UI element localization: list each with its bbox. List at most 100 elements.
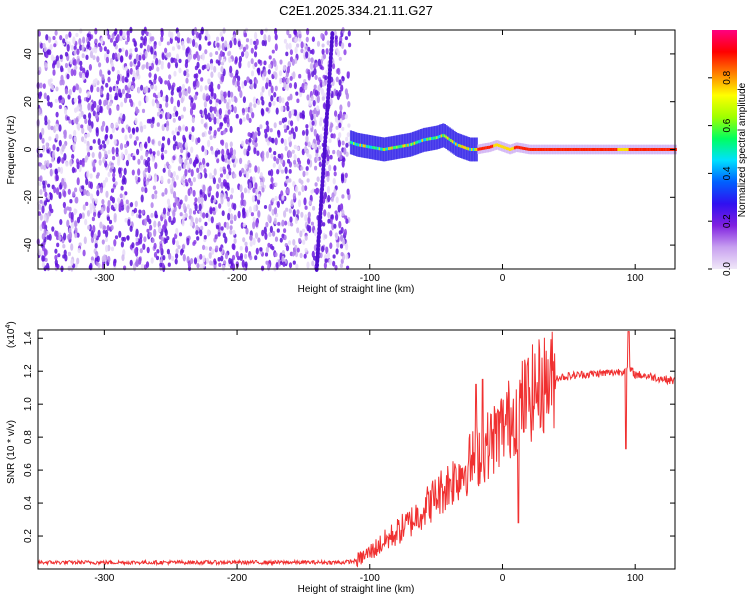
noise-cell (230, 219, 234, 225)
noise-cell (199, 229, 203, 237)
signal-core-cell (407, 143, 410, 147)
noise-cell (205, 95, 209, 102)
signal-core-cell (655, 148, 658, 151)
noise-cell (238, 55, 242, 63)
signal-core-cell (666, 148, 669, 151)
noise-cell (120, 198, 124, 207)
noise-cell (205, 257, 210, 264)
noise-cell (201, 145, 205, 153)
signal-core-cell (501, 145, 504, 149)
noise-cell (176, 131, 180, 136)
noise-cell (215, 98, 219, 103)
snr-plot-area (38, 330, 675, 569)
noise-cell (287, 221, 291, 227)
noise-cell (256, 126, 260, 132)
snr-frame (37, 329, 676, 570)
noise-cell (130, 211, 135, 217)
snr-x-ticks: -300 -200 -100 0 100 (94, 330, 644, 584)
noise-cell (180, 97, 184, 104)
noise-cell (222, 58, 226, 63)
colorbar-ticks: 0.00.20.40.60.8 (708, 70, 733, 276)
noise-cell (198, 69, 202, 75)
noise-cell (301, 228, 306, 233)
noise-cell (324, 258, 328, 264)
noise-cell (93, 211, 97, 217)
noise-cell (43, 187, 47, 193)
signal-core-cell (611, 148, 614, 151)
noise-cell (254, 31, 258, 40)
noise-cell (220, 255, 224, 262)
noise-cell (294, 126, 298, 132)
noise-cell (305, 171, 309, 176)
noise-cell (176, 99, 181, 108)
noise-cell (173, 70, 177, 77)
noise-cell (158, 76, 162, 83)
noise-cell (316, 157, 320, 162)
noise-cell (227, 109, 231, 115)
noise-cell (97, 42, 102, 48)
noise-cell (67, 94, 71, 100)
noise-cell (316, 40, 321, 47)
noise-cell (261, 86, 265, 93)
noise-cell (166, 198, 171, 205)
noise-cell (53, 186, 57, 194)
noise-cell (313, 229, 318, 237)
noise-cell (244, 241, 248, 246)
noise-cell (216, 42, 220, 48)
y-tick-label: 0.4 (23, 496, 34, 510)
noise-cell (335, 248, 339, 255)
noise-cell (150, 212, 154, 218)
noise-cell (168, 52, 172, 58)
noise-cell (317, 84, 321, 92)
noise-cell (311, 142, 315, 148)
noise-cell (286, 66, 290, 74)
signal-core-cell (579, 148, 582, 151)
noise-cell (206, 162, 210, 167)
noise-cell (126, 235, 130, 241)
noise-cell (324, 234, 328, 239)
signal-core-cell (469, 148, 472, 151)
signal-core-cell (467, 147, 470, 151)
noise-cell (131, 127, 135, 134)
noise-cell (84, 218, 88, 226)
noise-cell (92, 160, 96, 168)
chart-title: C2E1.2025.334.21.11.G27 (279, 3, 433, 18)
noise-cell (253, 51, 258, 58)
y-tick-label: 40 (23, 48, 34, 60)
noise-cell (62, 254, 66, 259)
noise-cell (208, 130, 212, 135)
noise-cell (268, 147, 272, 153)
noise-cell (148, 72, 152, 78)
noise-cell (295, 185, 299, 193)
noise-cell (194, 94, 198, 101)
noise-cell (133, 140, 137, 146)
noise-cell (215, 59, 219, 64)
noise-cell (63, 207, 67, 215)
noise-cell (46, 95, 50, 102)
noise-cell (157, 92, 161, 99)
noise-cell (113, 139, 117, 146)
noise-cell (274, 137, 278, 146)
noise-cell (68, 89, 72, 96)
noise-cell (99, 221, 103, 229)
noise-cell (268, 89, 272, 97)
noise-cell (164, 47, 168, 54)
noise-cell (254, 165, 258, 173)
noise-cell (319, 252, 323, 259)
noise-cell (256, 99, 261, 106)
noise-cell (226, 117, 230, 125)
noise-cell (257, 193, 261, 201)
noise-cell (221, 154, 225, 162)
noise-cell (87, 118, 92, 126)
signal-core-cell (582, 148, 585, 151)
noise-cell (283, 210, 287, 218)
noise-cell (268, 136, 272, 142)
noise-cell (54, 168, 58, 175)
noise-cell (293, 82, 297, 90)
noise-cell (161, 124, 165, 132)
noise-cell (83, 236, 87, 245)
noise-cell (94, 38, 98, 44)
noise-cell (79, 28, 83, 34)
noise-cell (283, 234, 287, 241)
noise-cell (300, 166, 304, 171)
